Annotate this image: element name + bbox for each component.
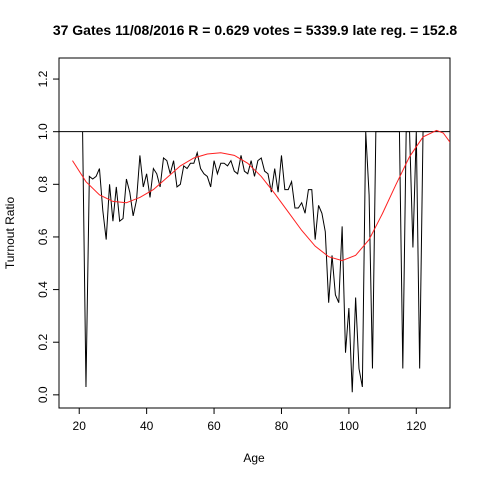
x-axis-label: Age — [243, 451, 265, 465]
y-tick-label: 0.8 — [36, 176, 50, 193]
y-tick-label: 0.4 — [36, 281, 50, 298]
y-tick-label: 0.0 — [36, 386, 50, 403]
series-group — [72, 129, 450, 393]
x-tick-label: 60 — [207, 419, 221, 433]
chart-title: 37 Gates 11/08/2016 R = 0.629 votes = 53… — [53, 22, 458, 38]
plot-frame — [58, 57, 451, 409]
x-tick-label: 20 — [73, 419, 87, 433]
x-tick-label: 120 — [406, 419, 426, 433]
x-tick-label: 80 — [275, 419, 289, 433]
x-tick-label: 100 — [339, 419, 359, 433]
y-tick-label: 0.2 — [36, 334, 50, 351]
y-tick-label: 1.0 — [36, 123, 50, 140]
y-axis: 0.0 0.2 0.4 0.6 0.8 1.0 1.2 — [36, 70, 59, 403]
turnout-ratio-line — [82, 131, 430, 393]
y-axis-label: Turnout Ratio — [3, 197, 17, 270]
x-tick-label: 40 — [140, 419, 154, 433]
y-tick-label: 1.2 — [36, 70, 50, 87]
y-tick-label: 0.6 — [36, 228, 50, 245]
fitted-curve — [72, 129, 450, 262]
x-axis: 20 40 60 80 100 120 — [73, 408, 427, 433]
